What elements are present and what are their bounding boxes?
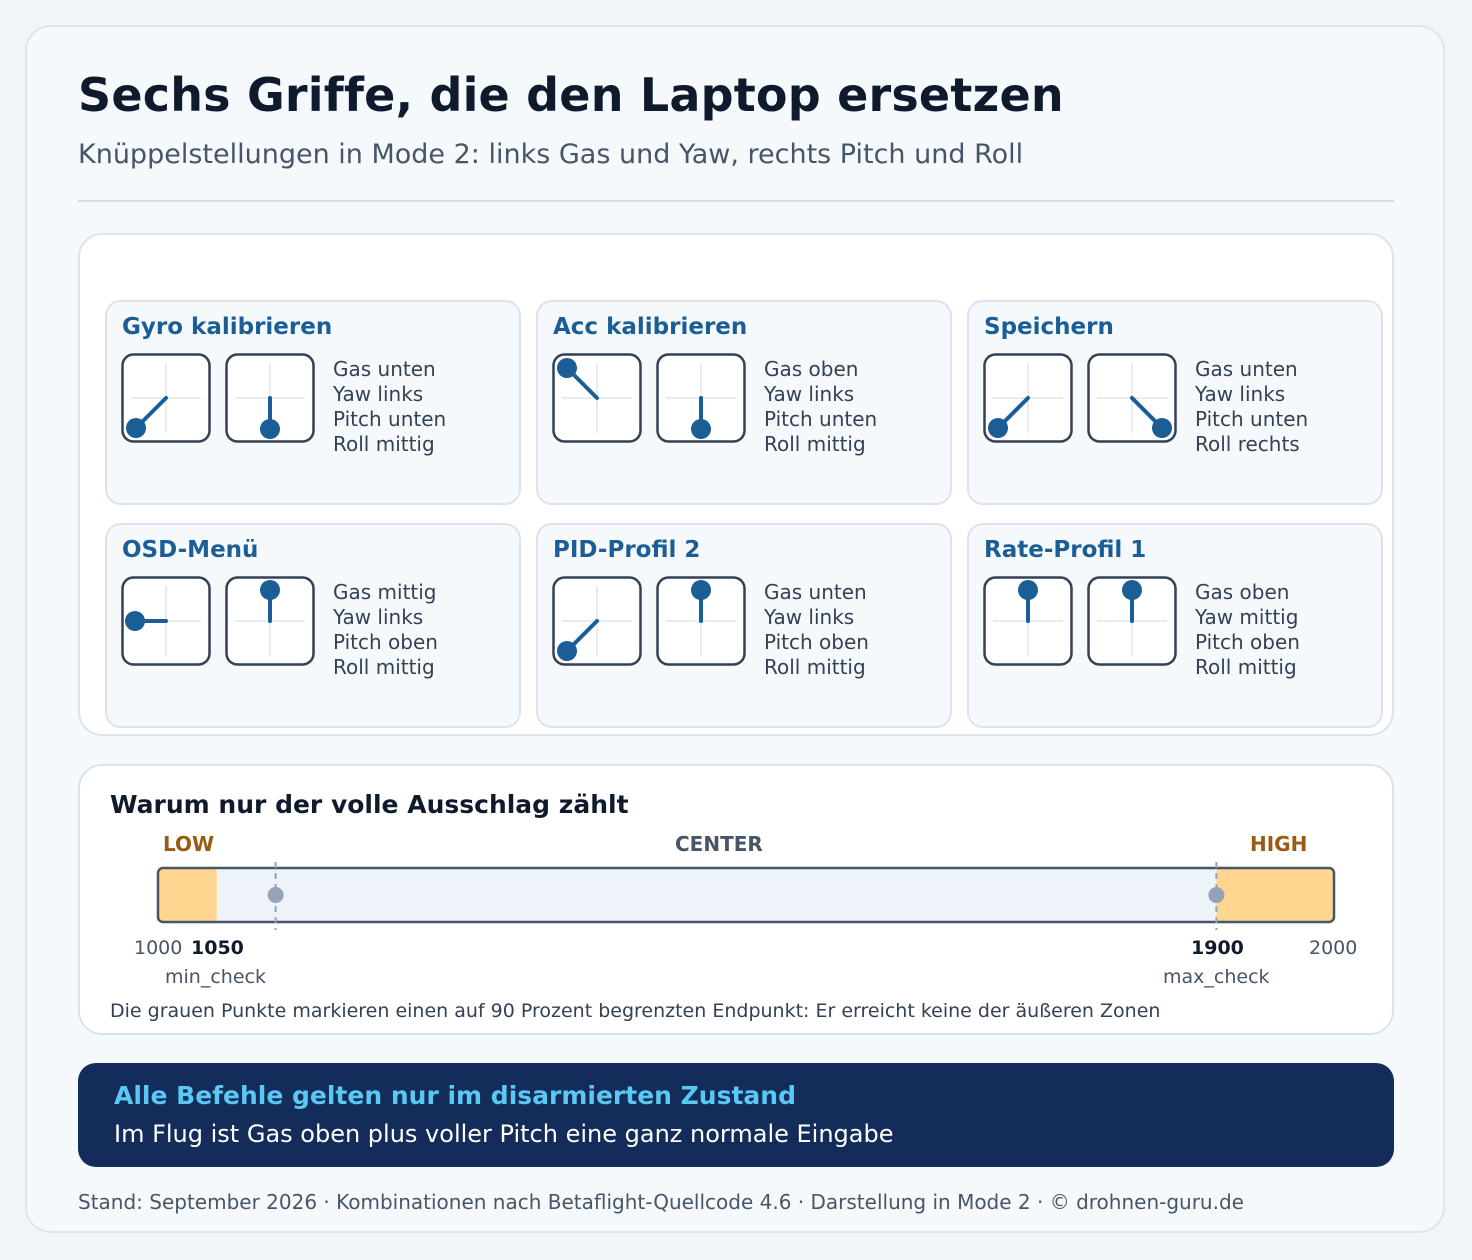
throttle-bar: [156, 862, 1336, 930]
command-description: Gas unten Yaw links Pitch unten Roll mit…: [333, 357, 446, 457]
pitch-line: Pitch oben: [1195, 630, 1300, 654]
pitch-line: Pitch oben: [333, 630, 438, 654]
yaw-line: Yaw links: [1195, 382, 1286, 406]
command-description: Gas oben Yaw links Pitch unten Roll mitt…: [764, 357, 877, 457]
right-stick-diagram: [1087, 353, 1177, 443]
right-stick-diagram: [656, 353, 746, 443]
zone-label-low: LOW: [163, 832, 215, 856]
left-stick-diagram: [121, 353, 211, 443]
roll-line: Roll mittig: [764, 432, 866, 456]
banner-title: Alle Befehle gelten nur im disarmierten …: [114, 1081, 796, 1110]
command-card-osd: OSD-Menü Gas mittig Yaw links Pitch oben…: [105, 523, 521, 728]
left-stick-diagram: [552, 576, 642, 666]
zone-label-center: CENTER: [675, 832, 763, 856]
pitch-line: Pitch oben: [764, 630, 869, 654]
command-card-acc: Acc kalibrieren Gas oben Yaw links Pitch…: [536, 300, 952, 505]
left-stick-diagram: [121, 576, 211, 666]
gas-line: Gas unten: [764, 580, 867, 604]
roll-line: Roll mittig: [1195, 655, 1297, 679]
command-title: OSD-Menü: [122, 537, 259, 563]
endpoint-dot: [267, 887, 284, 903]
yaw-line: Yaw mittig: [1195, 605, 1299, 629]
tick-label-high: 1900: [1191, 937, 1244, 959]
gas-line: Gas unten: [1195, 357, 1298, 381]
roll-line: Roll mittig: [333, 432, 435, 456]
warning-banner: Alle Befehle gelten nur im disarmierten …: [78, 1063, 1394, 1167]
yaw-line: Yaw links: [764, 605, 855, 629]
stick-knob: [691, 580, 711, 600]
stick-knob: [126, 418, 146, 438]
right-stick-diagram: [225, 576, 315, 666]
gas-line: Gas oben: [1195, 580, 1290, 604]
command-title: Gyro kalibrieren: [122, 314, 333, 340]
footer-credits: Stand: September 2026 · Kombinationen na…: [78, 1190, 1244, 1214]
gas-line: Gas unten: [333, 357, 436, 381]
yaw-line: Yaw links: [764, 382, 855, 406]
gas-line: Gas mittig: [333, 580, 437, 604]
right-stick-diagram: [225, 353, 315, 443]
max-check-label: max_check: [1163, 966, 1270, 988]
tick-label-low: 1050: [191, 937, 244, 959]
divider: [78, 200, 1394, 202]
zone-label-high: HIGH: [1250, 832, 1308, 856]
stick-knob: [557, 358, 577, 378]
page-title: Sechs Griffe, die den Laptop ersetzen: [78, 68, 1064, 122]
banner-text: Im Flug ist Gas oben plus voller Pitch e…: [114, 1120, 894, 1148]
roll-line: Roll rechts: [1195, 432, 1300, 456]
command-title: Acc kalibrieren: [553, 314, 748, 340]
min-check-label: min_check: [165, 966, 266, 988]
right-stick-diagram: [1087, 576, 1177, 666]
gas-line: Gas oben: [764, 357, 859, 381]
command-title: PID-Profil 2: [553, 537, 701, 563]
command-title: Rate-Profil 1: [984, 537, 1147, 563]
command-description: Gas oben Yaw mittig Pitch oben Roll mitt…: [1195, 580, 1300, 680]
page-subtitle: Knüppelstellungen in Mode 2: links Gas u…: [78, 139, 1024, 170]
command-card-gyro: Gyro kalibrieren Gas unten Yaw links Pit…: [105, 300, 521, 505]
throttle-note: Die grauen Punkte markieren einen auf 90…: [110, 1000, 1161, 1022]
command-title: Speichern: [984, 314, 1114, 340]
throttle-title: Warum nur der volle Ausschlag zählt: [110, 790, 629, 819]
tick-label-min: 1000: [134, 937, 183, 959]
roll-line: Roll mittig: [333, 655, 435, 679]
stick-knob: [125, 611, 145, 631]
stick-knob: [1152, 418, 1172, 438]
command-card-pid: PID-Profil 2 Gas unten Yaw links Pitch o…: [536, 523, 952, 728]
left-stick-diagram: [552, 353, 642, 443]
stick-knob: [260, 580, 280, 600]
roll-line: Roll mittig: [764, 655, 866, 679]
high-zone: [1216, 868, 1334, 922]
stick-knob: [1018, 580, 1038, 600]
command-card-save: Speichern Gas unten Yaw links Pitch unte…: [967, 300, 1383, 505]
stick-knob: [1122, 580, 1142, 600]
stick-knob: [988, 418, 1008, 438]
command-description: Gas mittig Yaw links Pitch oben Roll mit…: [333, 580, 438, 680]
yaw-line: Yaw links: [333, 382, 424, 406]
pitch-line: Pitch unten: [333, 407, 447, 431]
center-zone: [158, 868, 1334, 922]
pitch-line: Pitch unten: [1195, 407, 1309, 431]
low-zone: [158, 868, 217, 922]
yaw-line: Yaw links: [333, 605, 424, 629]
stick-knob: [260, 419, 280, 439]
pitch-line: Pitch unten: [764, 407, 878, 431]
stick-knob: [691, 419, 711, 439]
tick-label-max: 2000: [1309, 937, 1358, 959]
command-description: Gas unten Yaw links Pitch oben Roll mitt…: [764, 580, 869, 680]
stick-knob: [557, 641, 577, 661]
right-stick-diagram: [656, 576, 746, 666]
endpoint-dot: [1208, 887, 1225, 903]
left-stick-diagram: [983, 353, 1073, 443]
command-description: Gas unten Yaw links Pitch unten Roll rec…: [1195, 357, 1308, 457]
command-card-rate: Rate-Profil 1 Gas oben Yaw mittig Pitch …: [967, 523, 1383, 728]
bar-outline: [156, 866, 1336, 924]
left-stick-diagram: [983, 576, 1073, 666]
